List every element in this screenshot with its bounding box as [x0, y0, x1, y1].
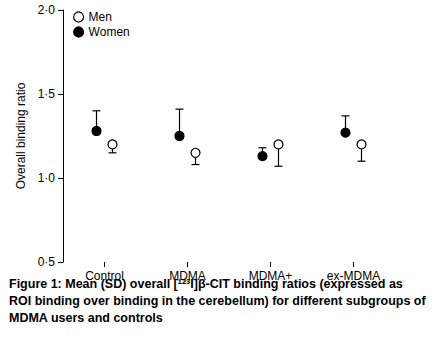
svg-text:0·5: 0·5 — [38, 255, 56, 269]
svg-text:1·0: 1·0 — [38, 171, 56, 185]
svg-text:Figure 1: Mean (SD) overall [¹: Figure 1: Mean (SD) overall [¹²³I]β-CIT … — [9, 277, 406, 291]
svg-text:Overall binding ratio: Overall binding ratio — [14, 82, 28, 189]
svg-text:1·5: 1·5 — [38, 87, 56, 101]
svg-text:MDMA users and controls: MDMA users and controls — [9, 311, 163, 325]
svg-text:2·0: 2·0 — [38, 3, 56, 17]
svg-text:Men: Men — [89, 10, 112, 24]
svg-text:ROI binding over binding in th: ROI binding over binding in the cerebell… — [9, 294, 429, 308]
svg-text:Women: Women — [89, 25, 130, 39]
